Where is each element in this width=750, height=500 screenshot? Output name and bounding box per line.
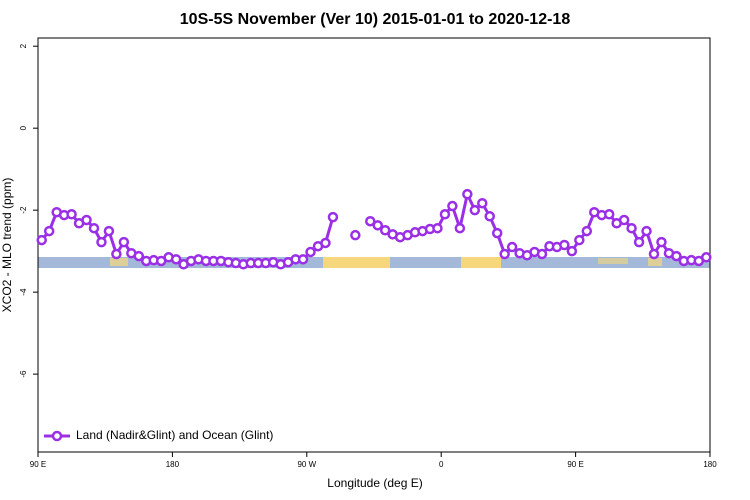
data-point xyxy=(81,214,92,226)
data-point xyxy=(603,209,615,220)
legend-label: Land (Nadir&Glint) and Ocean (Glint) xyxy=(76,428,273,442)
data-point xyxy=(506,241,518,253)
y-tick-label: 2 xyxy=(19,43,28,48)
y-tick-label: -4 xyxy=(19,288,28,296)
data-point xyxy=(574,234,585,246)
data-point xyxy=(96,236,107,248)
data-point xyxy=(454,222,466,234)
surface-strip xyxy=(38,257,710,268)
data-point xyxy=(581,225,593,237)
data-point xyxy=(656,236,667,248)
data-point xyxy=(297,254,309,265)
land-strip xyxy=(598,258,628,264)
data-point xyxy=(118,236,130,248)
data-point xyxy=(111,248,122,260)
data-point xyxy=(372,220,383,231)
x-tick-label: 90 W xyxy=(297,460,316,469)
data-point xyxy=(320,237,331,249)
data-point xyxy=(462,188,473,200)
data-point xyxy=(379,224,391,236)
x-tick-label: 0 xyxy=(439,460,444,469)
data-point xyxy=(327,211,339,223)
y-axis-label: XCO2 - MLO trend (ppm) xyxy=(0,178,14,313)
x-tick-label: 90 E xyxy=(567,460,583,469)
data-point xyxy=(43,225,55,237)
data-point xyxy=(559,239,570,251)
data-point xyxy=(491,227,503,239)
data-point xyxy=(618,214,630,226)
data-point xyxy=(66,209,77,220)
x-axis-label: Longitude (deg E) xyxy=(327,476,422,490)
data-point xyxy=(103,225,115,237)
data-point xyxy=(566,245,578,257)
data-point xyxy=(365,215,376,227)
data-point xyxy=(469,204,481,216)
legend-swatch xyxy=(51,430,63,442)
y-tick-label: -6 xyxy=(19,370,28,378)
data-point xyxy=(477,197,488,209)
land-strip xyxy=(323,257,390,268)
land-strip xyxy=(461,257,501,268)
data-point xyxy=(626,222,637,234)
land-strip xyxy=(110,258,128,266)
data-point xyxy=(432,222,443,234)
data-point xyxy=(36,234,47,246)
x-tick-label: 90 E xyxy=(30,460,46,469)
land-strip xyxy=(648,258,662,266)
data-point xyxy=(648,248,660,260)
chart-title: 10S-5S November (Ver 10) 2015-01-01 to 2… xyxy=(180,11,571,28)
x-tick-label: 180 xyxy=(703,460,717,469)
plot-frame xyxy=(37,37,711,453)
data-point xyxy=(536,248,548,260)
data-point xyxy=(133,250,145,262)
x-tick-label: 180 xyxy=(166,460,180,469)
data-point xyxy=(499,248,510,260)
data-point xyxy=(170,254,182,265)
data-point xyxy=(350,229,361,241)
data-point xyxy=(701,252,712,263)
data-point xyxy=(641,225,652,237)
data-point xyxy=(439,209,451,220)
data-point xyxy=(633,236,645,248)
data-point xyxy=(447,200,458,212)
data-point xyxy=(88,222,100,234)
y-tick-label: -2 xyxy=(19,206,28,214)
data-point xyxy=(671,250,682,262)
data-point xyxy=(484,211,495,222)
data-point xyxy=(305,246,316,258)
y-tick-label: 0 xyxy=(19,125,28,130)
